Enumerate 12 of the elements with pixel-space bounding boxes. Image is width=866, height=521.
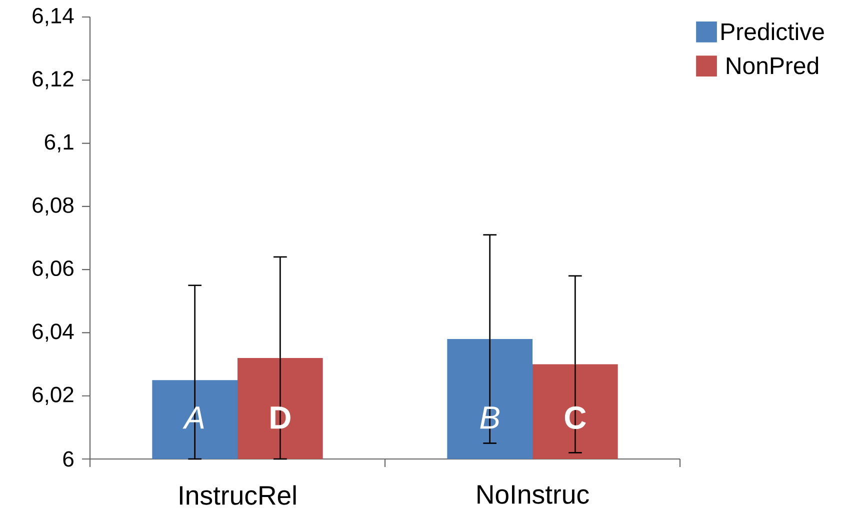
legend-label: Predictive	[722, 22, 824, 40]
y-tick-label: 6,08	[32, 197, 74, 216]
x-tick-label: InstrucRel	[180, 485, 296, 505]
y-tick-label: 6,02	[32, 386, 74, 405]
y-tick-label: 6,04	[32, 324, 74, 342]
y-tick-label: 6,12	[32, 71, 74, 90]
legend-label: NonPred	[726, 56, 818, 74]
y-tick-label: 6	[63, 451, 74, 467]
y-tick-label: 6,06	[32, 260, 74, 279]
y-tick-label: 6,14	[32, 8, 74, 26]
y-tick-label: 6,1	[44, 134, 74, 152]
x-tick-label: NoInstruc	[478, 485, 589, 504]
